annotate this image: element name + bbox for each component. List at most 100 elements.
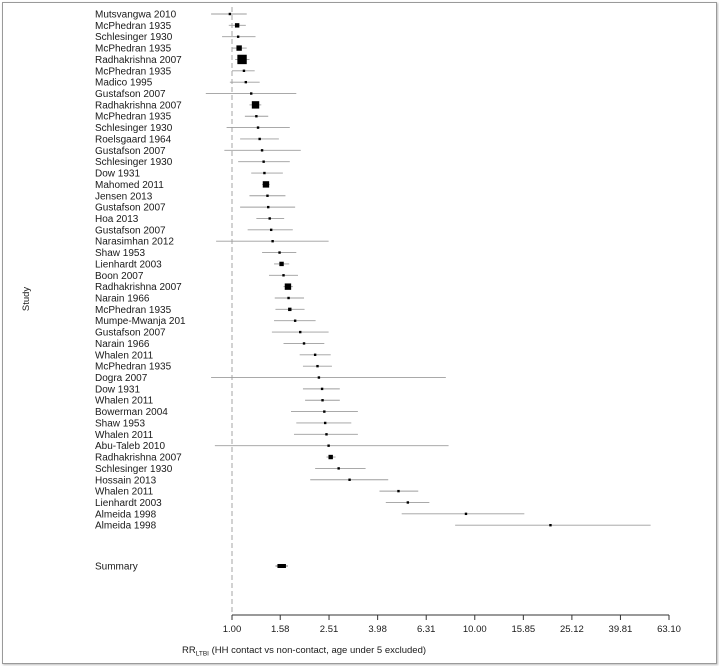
study-label: Radhakrishna 2007	[95, 55, 182, 66]
study-label: McPhedran 1935	[95, 112, 172, 123]
study-label: McPhedran 1935	[95, 21, 172, 32]
study-label: Narasimhan 2012	[95, 237, 174, 248]
study-label: Radhakrishna 2007	[95, 100, 182, 111]
point-estimate-marker	[288, 307, 292, 312]
point-estimate-marker	[267, 205, 270, 209]
x-axis-title-subscript: LTBI	[196, 651, 209, 658]
study-label: Schlesinger 1930	[95, 32, 173, 43]
study-label: Dow 1931	[95, 384, 140, 395]
study-label: McPhedran 1935	[95, 305, 172, 316]
point-estimate-marker	[271, 240, 274, 243]
point-estimate-marker	[228, 12, 232, 16]
x-tick-label: 15.85	[511, 624, 535, 635]
study-label: Schlesinger 1930	[95, 157, 173, 168]
point-estimate-marker	[282, 274, 285, 277]
study-label: Dogra 2007	[95, 373, 148, 384]
point-estimate-marker	[313, 353, 317, 356]
point-estimate-marker	[406, 501, 410, 504]
study-label: Narain 1966	[95, 339, 150, 350]
study-label: Schlesinger 1930	[95, 464, 173, 475]
study-label: Hossain 2013	[95, 475, 157, 486]
x-axis: 1.00 1.58 2.51 3.98 6.31 10.00 15.85 25.12 39.81…	[223, 614, 681, 635]
x-tick-label: 3.98	[368, 624, 387, 635]
x-tick-label: 6.31	[417, 624, 436, 635]
point-estimate-marker	[327, 444, 330, 447]
point-estimate-marker	[242, 69, 246, 72]
x-tick-label: 63.10	[657, 624, 681, 635]
study-label: Gustafson 2007	[95, 146, 166, 157]
point-estimate-marker	[348, 478, 351, 481]
point-estimate-marker	[244, 80, 248, 84]
point-estimate-marker	[337, 467, 340, 470]
point-estimate-marker	[250, 92, 253, 95]
study-label: Mahomed 2011	[95, 180, 164, 191]
point-estimate-marker	[397, 489, 400, 493]
point-estimate-marker	[236, 45, 242, 51]
point-estimate-marker	[237, 54, 247, 65]
study-label: Lienhardt 2003	[95, 498, 162, 509]
study-label: Shaw 1953	[95, 248, 145, 259]
y-axis-title: Study	[21, 287, 32, 312]
x-tick-label: 10.00	[463, 624, 487, 635]
point-estimate-marker	[258, 137, 261, 141]
x-tick-label: 2.51	[320, 624, 339, 635]
x-axis-title-main: RR	[182, 645, 196, 656]
study-label: Gustafson 2007	[95, 328, 166, 339]
point-estimate-marker	[262, 160, 265, 163]
point-estimate-marker	[328, 454, 333, 460]
x-tick-label: 1.00	[223, 624, 242, 635]
summary-label: Summary	[95, 562, 138, 573]
point-estimate-marker	[323, 421, 327, 425]
study-label: Gustafson 2007	[95, 225, 166, 236]
study-label: Mumpe-Mwanja 201	[95, 316, 186, 327]
study-label: Whalen 2011	[95, 350, 154, 361]
point-estimate-marker	[279, 261, 284, 267]
point-estimate-marker	[284, 283, 292, 290]
point-estimates	[228, 12, 552, 568]
study-label: McPhedran 1935	[95, 66, 172, 77]
x-tick-label: 39.81	[609, 624, 633, 635]
point-estimate-marker	[256, 126, 260, 129]
point-estimate-marker	[302, 342, 306, 345]
point-estimate-marker	[234, 23, 240, 28]
point-estimate-marker	[323, 410, 326, 413]
study-label: Mutsvangwa 2010	[95, 10, 177, 21]
x-tick-label: 1.58	[271, 624, 290, 635]
study-label: Lienhardt 2003	[95, 259, 162, 270]
point-estimate-marker	[316, 364, 319, 368]
study-label: McPhedran 1935	[95, 44, 172, 55]
study-label: Hoa 2013	[95, 214, 139, 225]
point-estimate-marker	[255, 115, 258, 118]
study-label: Radhakrishna 2007	[95, 453, 182, 464]
point-estimate-marker	[251, 101, 260, 109]
point-estimate-marker	[325, 433, 328, 436]
summary-marker	[277, 564, 286, 568]
study-label: Bowerman 2004	[95, 407, 168, 418]
study-label: Boon 2007	[95, 271, 144, 282]
x-axis-title: RRLTBI (HH contact vs non-contact, age u…	[182, 645, 426, 658]
study-label: Radhakrishna 2007	[95, 282, 182, 293]
point-estimate-marker	[260, 149, 264, 152]
study-label: Abu-Taleb 2010	[95, 441, 165, 452]
point-estimate-marker	[299, 330, 302, 334]
point-estimate-marker	[549, 524, 552, 527]
point-estimate-marker	[278, 251, 281, 254]
point-estimate-marker	[293, 319, 297, 322]
point-estimate-marker	[263, 171, 266, 175]
study-label: Madico 1995	[95, 78, 153, 89]
study-label: Shaw 1953	[95, 418, 145, 429]
study-label: Roelsgaard 1964	[95, 134, 172, 145]
study-label: Schlesinger 1930	[95, 123, 173, 134]
point-estimate-marker	[287, 296, 290, 300]
study-label: McPhedran 1935	[95, 362, 172, 373]
point-estimate-marker	[317, 376, 321, 379]
point-estimate-marker	[269, 228, 273, 232]
study-label: Gustafson 2007	[95, 89, 166, 100]
study-label: Jensen 2013	[95, 191, 153, 202]
x-axis-title-rest: (HH contact vs non-contact, age under 5 …	[209, 645, 426, 656]
study-label: Narain 1966	[95, 294, 150, 305]
point-estimate-marker	[266, 194, 269, 197]
